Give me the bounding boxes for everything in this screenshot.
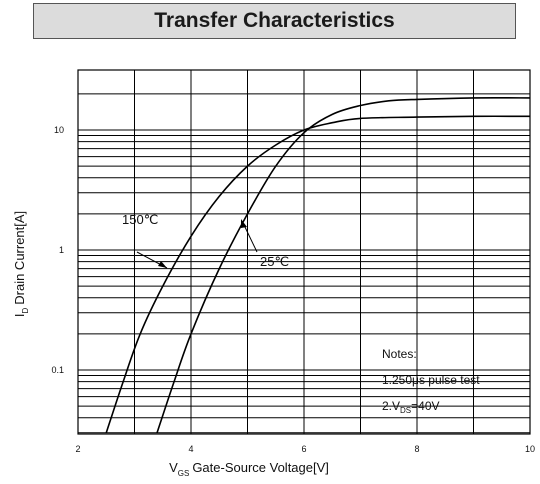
x-tick-label-6: 6 (301, 444, 306, 454)
plot-frame (77, 69, 531, 435)
y-tick-label-10: 10 (54, 125, 64, 135)
grid-layer (77, 70, 531, 434)
x-axis-label: VGS Gate-Source Voltage[V] (169, 460, 329, 478)
y-axis-sub: D (21, 308, 30, 314)
x-axis-sub: GS (178, 469, 190, 478)
x-tick-label-8: 8 (414, 444, 419, 454)
note-2-sub: DS (400, 406, 411, 415)
note-2-prefix: 2.V (382, 399, 400, 413)
note-2-suffix: =40V (411, 399, 439, 413)
y-tick-label-1: 1 (59, 245, 64, 255)
y-tick-label-0p1: 0.1 (51, 365, 64, 375)
x-tick-label-4: 4 (188, 444, 193, 454)
y-axis-symbol: I (12, 314, 27, 318)
chart-title-box: Transfer Characteristics (33, 3, 516, 39)
label-150c: 150℃ (122, 212, 158, 227)
curve-layer (105, 97, 531, 433)
arrow-25-head (241, 219, 247, 228)
note-1: 1.250μs pulse test (382, 373, 480, 387)
x-tick-label-10: 10 (525, 444, 535, 454)
chart-title: Transfer Characteristics (154, 9, 395, 32)
x-axis-symbol: V (169, 460, 178, 475)
annotation-arrows (136, 219, 258, 269)
x-tick-label-2: 2 (75, 444, 80, 454)
series-25c-line (156, 97, 531, 433)
label-25c: 25℃ (260, 254, 289, 269)
notes-block: Notes: 1.250μs pulse test 2.VDS=40V (382, 347, 480, 415)
arrow-150-head (158, 261, 167, 268)
notes-title: Notes: (382, 347, 417, 361)
tick-layer: 2 4 6 8 10 0.1 1 10 (51, 125, 535, 454)
series-150c-line (105, 115, 531, 433)
note-2: 2.VDS=40V (382, 399, 440, 415)
y-axis-label: ID Drain Current[A] (12, 211, 30, 317)
x-axis-text: Gate-Source Voltage[V] (192, 460, 329, 475)
arrow-25-line (243, 224, 258, 253)
y-axis-text: Drain Current[A] (12, 211, 27, 305)
